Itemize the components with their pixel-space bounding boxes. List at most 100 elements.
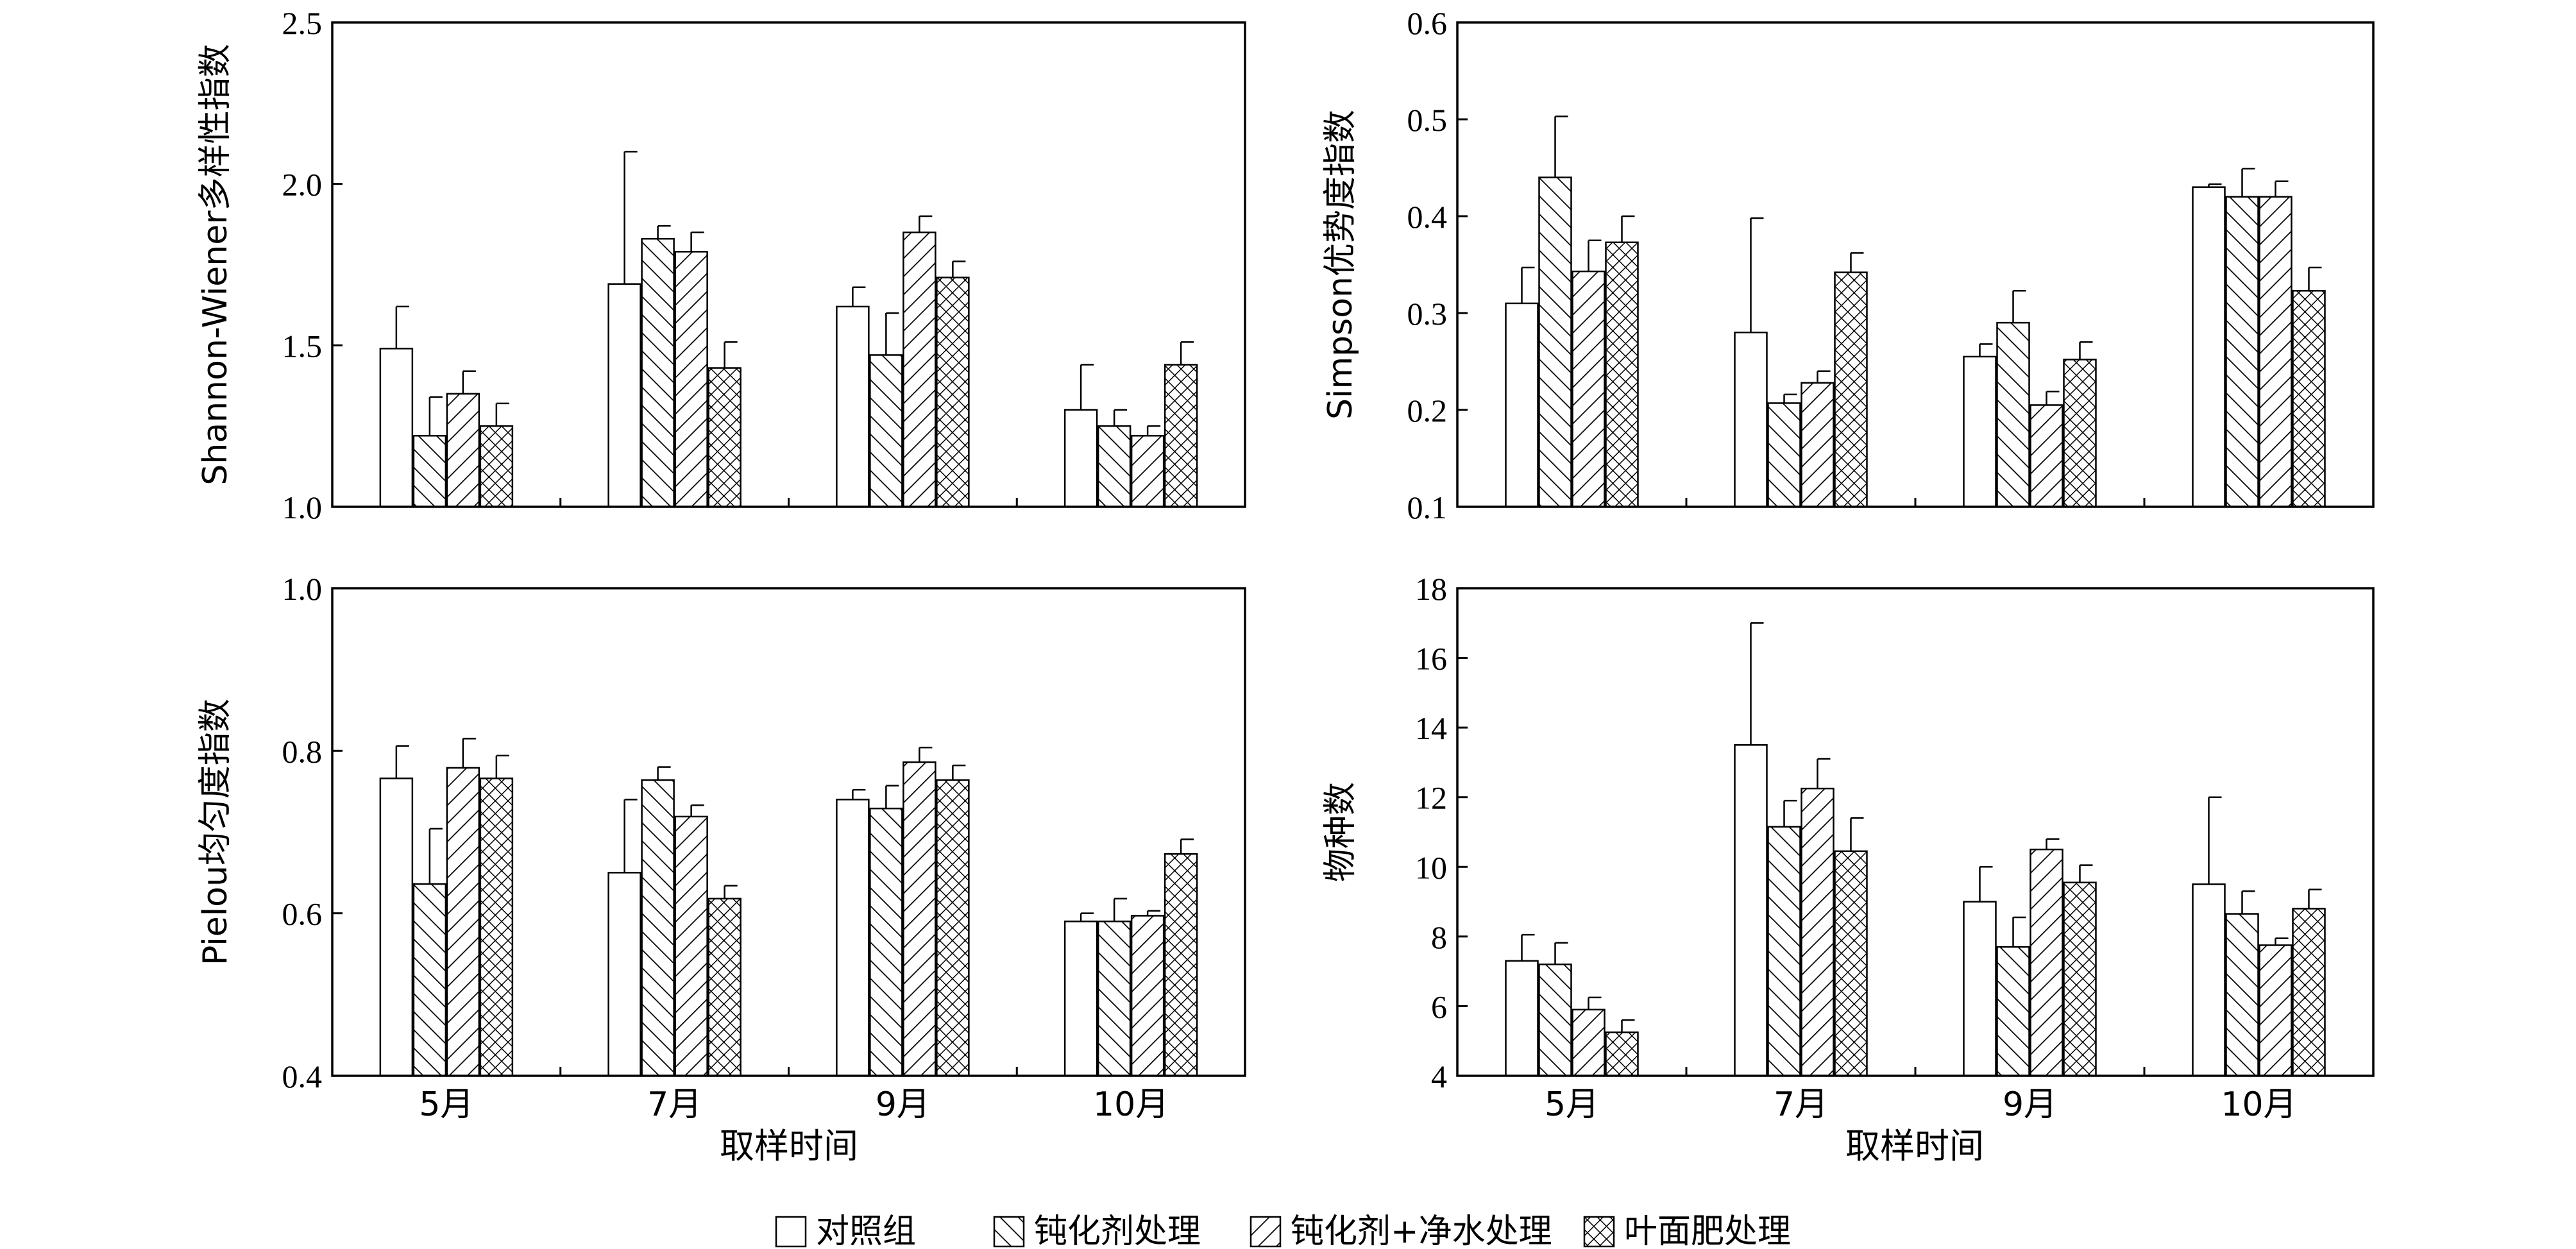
bar-control: [607, 872, 641, 1077]
bar-passivator-water: [1572, 1008, 1606, 1077]
bar-foliar: [2063, 881, 2097, 1077]
y-tick-label: 4: [1431, 1058, 1447, 1094]
bar-foliar: [1834, 271, 1868, 508]
category-label: 10月: [1093, 1085, 1169, 1124]
bar-passivator: [641, 237, 675, 508]
y-tick-label: 8: [1431, 919, 1447, 955]
bar-passivator: [412, 883, 447, 1077]
bar-passivator-water: [674, 251, 708, 508]
bar-passivator-water: [446, 393, 480, 508]
y-tick-label: 6: [1431, 989, 1447, 1024]
bar-passivator: [1767, 826, 1801, 1077]
bar-control: [1063, 921, 1098, 1077]
y-tick-label: 0.3: [1407, 296, 1448, 332]
pielou-panel: 0.4 0.6 0.8 1.0 5月 7月 9月 10月 Pielou均匀度指数: [196, 571, 1246, 1124]
y-tick-label: 16: [1415, 641, 1447, 677]
bar-control: [1734, 331, 1768, 508]
bar-foliar: [2292, 290, 2326, 508]
legend-label: 钝化剂+净水处理: [1291, 1212, 1552, 1249]
y-axis-title: Simpson优势度指数: [1321, 110, 1360, 420]
legend-label: 钝化剂处理: [1034, 1212, 1201, 1249]
bar-foliar: [2063, 359, 2097, 508]
bar-passivator: [1996, 946, 2030, 1077]
bar-foliar: [708, 367, 741, 508]
bar-foliar: [479, 777, 514, 1077]
y-tick-label: 2.0: [282, 167, 323, 203]
legend-swatch: [1250, 1216, 1282, 1248]
y-axis-title: Pielou均匀度指数: [196, 699, 235, 965]
bar-foliar: [1605, 1031, 1639, 1077]
bar-passivator-water: [1801, 382, 1835, 508]
category-label: 9月: [2003, 1085, 2057, 1124]
bar-passivator-water: [1130, 435, 1165, 508]
bar-passivator-water: [1130, 915, 1165, 1077]
bar-passivator: [1538, 176, 1572, 508]
bar-control: [1963, 901, 1997, 1077]
bar-foliar: [708, 897, 741, 1077]
bar-control: [607, 283, 641, 508]
bar-passivator-water: [902, 761, 936, 1077]
legend-label: 叶面肥处理: [1624, 1212, 1791, 1249]
category-label: 7月: [647, 1085, 702, 1124]
bar-passivator: [1767, 402, 1801, 508]
bar-control: [1734, 744, 1768, 1077]
y-axis-title: Shannon-Wiener多样性指数: [196, 44, 235, 485]
bar-control: [1963, 355, 1997, 508]
bar-passivator: [412, 435, 447, 508]
bar-passivator: [1996, 321, 2030, 508]
y-tick-label: 0.6: [282, 896, 323, 932]
y-tick-label: 10: [1415, 849, 1447, 885]
category-label: 5月: [419, 1085, 473, 1124]
y-axis-title: 物种数: [1321, 782, 1360, 882]
bar-passivator: [1538, 964, 1572, 1077]
plot-frame: [1456, 21, 2375, 508]
bar-passivator: [2225, 913, 2259, 1077]
bar-passivator: [641, 779, 675, 1077]
y-tick-label: 0.8: [282, 733, 323, 769]
category-label: 5月: [1545, 1085, 1599, 1124]
legend-swatch: [993, 1216, 1025, 1248]
y-tick-label: 12: [1415, 780, 1447, 816]
bar-passivator: [2225, 196, 2259, 508]
shannon-wiener-panel: 1.0 1.5 2.0 2.5 Shannon-Wiener多样性指数: [196, 5, 1246, 525]
bar-passivator-water: [2258, 944, 2292, 1077]
x-axis-label-right: 取样时间: [1845, 1126, 1984, 1166]
bar-control: [1505, 960, 1539, 1077]
bar-passivator-water: [2258, 196, 2292, 508]
category-label: 9月: [876, 1085, 930, 1124]
plot-frame: [331, 587, 1246, 1077]
simpson-panel: 0.1 0.2 0.3 0.4 0.5 0.6 Simpson优势度指数: [1321, 5, 2375, 525]
bar-foliar: [1164, 853, 1198, 1077]
plot-frame: [1456, 587, 2375, 1077]
plot-frame: [331, 21, 1246, 508]
bar-foliar: [936, 276, 970, 508]
y-tick-label: 0.5: [1407, 102, 1448, 138]
x-axis-label-left: 取样时间: [720, 1126, 858, 1166]
bar-passivator-water: [446, 767, 480, 1077]
bar-passivator-water: [674, 815, 708, 1077]
bar-foliar: [1164, 364, 1198, 508]
y-tick-label: 0.4: [282, 1058, 323, 1094]
bar-control: [379, 777, 414, 1077]
y-tick-label: 0.1: [1407, 489, 1448, 525]
bar-passivator: [869, 354, 903, 508]
bar-control: [1505, 302, 1539, 508]
bar-passivator-water: [1801, 787, 1835, 1077]
legend-label: 对照组: [816, 1212, 916, 1249]
bar-foliar: [1605, 241, 1639, 508]
bar-control: [836, 799, 870, 1077]
bar-foliar: [936, 779, 970, 1077]
bar-passivator: [1097, 425, 1131, 508]
y-tick-label: 14: [1415, 710, 1447, 746]
bar-passivator-water: [902, 231, 936, 508]
bar-foliar: [2292, 908, 2326, 1077]
bar-control: [379, 348, 414, 508]
legend: 对照组 钝化剂处理 钝化剂+净水处理 叶面肥处理: [775, 1212, 1791, 1249]
bar-control: [2192, 883, 2226, 1077]
bar-control: [836, 305, 870, 508]
y-tick-label: 2.5: [282, 5, 323, 41]
legend-swatch: [1583, 1216, 1615, 1248]
y-tick-label: 0.4: [1407, 199, 1448, 235]
bar-foliar: [479, 425, 514, 508]
